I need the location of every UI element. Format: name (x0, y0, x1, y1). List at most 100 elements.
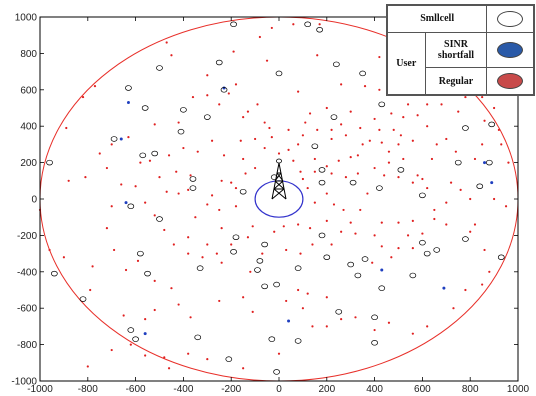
regular-user-point (246, 110, 250, 113)
sinr-swatch-icon (497, 41, 524, 58)
regular-user-point (261, 252, 264, 255)
regular-user-point (380, 245, 383, 248)
regular-user-point (222, 154, 226, 157)
regular-user-point (426, 125, 429, 128)
sinr-shortfall-point (126, 101, 130, 105)
y-tick-label: 0 (31, 195, 37, 206)
regular-user-point (373, 166, 376, 170)
smallcell-point (180, 107, 187, 113)
regular-user-point (167, 367, 171, 370)
regular-user-point (325, 165, 328, 168)
regular-user-point (285, 299, 288, 303)
regular-user-point (206, 358, 209, 361)
regular-user-point (435, 143, 438, 146)
y-tick-label: -1000 (11, 377, 37, 388)
regular-user-point (454, 150, 457, 153)
regular-user-point (316, 128, 319, 131)
regular-user-point (187, 352, 190, 355)
regular-user-point (411, 139, 414, 142)
regular-user-point (189, 316, 192, 319)
smallcell-point (50, 270, 58, 277)
regular-user-point (65, 126, 68, 130)
smallcell-point (476, 183, 484, 190)
x-tick-label: 600 (414, 384, 431, 395)
regular-user-point (105, 166, 109, 170)
regular-user-point (380, 141, 383, 144)
regular-user-point (340, 83, 343, 86)
regular-user-point (406, 103, 410, 106)
regular-user-point (210, 139, 214, 142)
regular-user-point (387, 150, 391, 153)
smallcell-point (127, 327, 135, 333)
regular-user-point (349, 156, 352, 159)
regular-user-point (318, 23, 321, 26)
regular-user-point (153, 279, 156, 282)
smallcell-point (139, 152, 147, 159)
regular-user-point (230, 181, 233, 184)
smallcell-point (220, 87, 228, 93)
regular-user-point (387, 161, 391, 164)
regular-user-point (234, 83, 238, 86)
regular-user-point (469, 230, 472, 233)
regular-user-point (497, 128, 500, 131)
regular-user-point (273, 230, 276, 233)
sinr-shortfall-point (143, 332, 147, 336)
regular-user-point (234, 205, 238, 208)
regular-user-point (481, 143, 484, 146)
regular-user-point (112, 248, 116, 252)
smallcell-point (378, 285, 386, 291)
regular-user-point (48, 248, 51, 252)
smallcell-point (488, 121, 496, 128)
regular-user-point (265, 59, 269, 62)
regular-user-point (301, 134, 304, 137)
smallcell-point (419, 239, 426, 246)
smallcell-point (454, 159, 462, 166)
regular-user-point (361, 143, 364, 146)
regular-user-point (445, 137, 448, 141)
regular-user-point (282, 225, 285, 228)
regular-user-point (426, 103, 429, 106)
regular-user-point (311, 243, 314, 246)
x-tick-label: 400 (366, 384, 383, 395)
regular-user-point (325, 219, 328, 222)
regular-user-point (342, 208, 345, 212)
regular-user-point (397, 221, 400, 224)
smallcell-point (232, 234, 240, 240)
regular-user-point (189, 174, 192, 177)
regular-user-point (297, 288, 300, 292)
regular-user-point (397, 247, 400, 250)
smallcell-point (318, 232, 326, 239)
smallcell-point (189, 176, 197, 182)
regular-user-point (153, 214, 156, 217)
y-tick-label: -800 (17, 340, 37, 351)
regular-user-point (242, 116, 245, 119)
regular-user-point (416, 174, 419, 177)
smallcell-point (485, 159, 493, 166)
regular-user-point (445, 201, 448, 204)
smallcell-point (347, 261, 355, 268)
regular-user-point (177, 303, 180, 306)
regular-user-point (421, 232, 424, 235)
regular-user-point (359, 126, 362, 130)
regular-user-point (430, 157, 434, 161)
regular-user-point (218, 103, 221, 106)
smallcell-point (261, 283, 269, 290)
legend-smallcell-swatch (486, 5, 534, 33)
regular-user-point (340, 318, 343, 321)
smallcell-point (194, 334, 202, 341)
regular-user-point (167, 154, 171, 157)
y-tick-label: 200 (20, 158, 37, 169)
smallcell-point (433, 247, 441, 253)
regular-user-point (406, 234, 410, 237)
regular-user-point (390, 256, 393, 259)
regular-user-point (136, 259, 140, 262)
smallcell-point (132, 336, 139, 342)
regular-user-point (308, 112, 312, 115)
regular-user-point (220, 261, 223, 264)
regular-user-point (402, 157, 405, 161)
regular-user-point (308, 227, 312, 230)
regular-user-point (124, 268, 128, 272)
legend-sinr-swatch (486, 31, 534, 69)
regular-user-point (277, 352, 281, 355)
regular-user-point (440, 103, 443, 106)
